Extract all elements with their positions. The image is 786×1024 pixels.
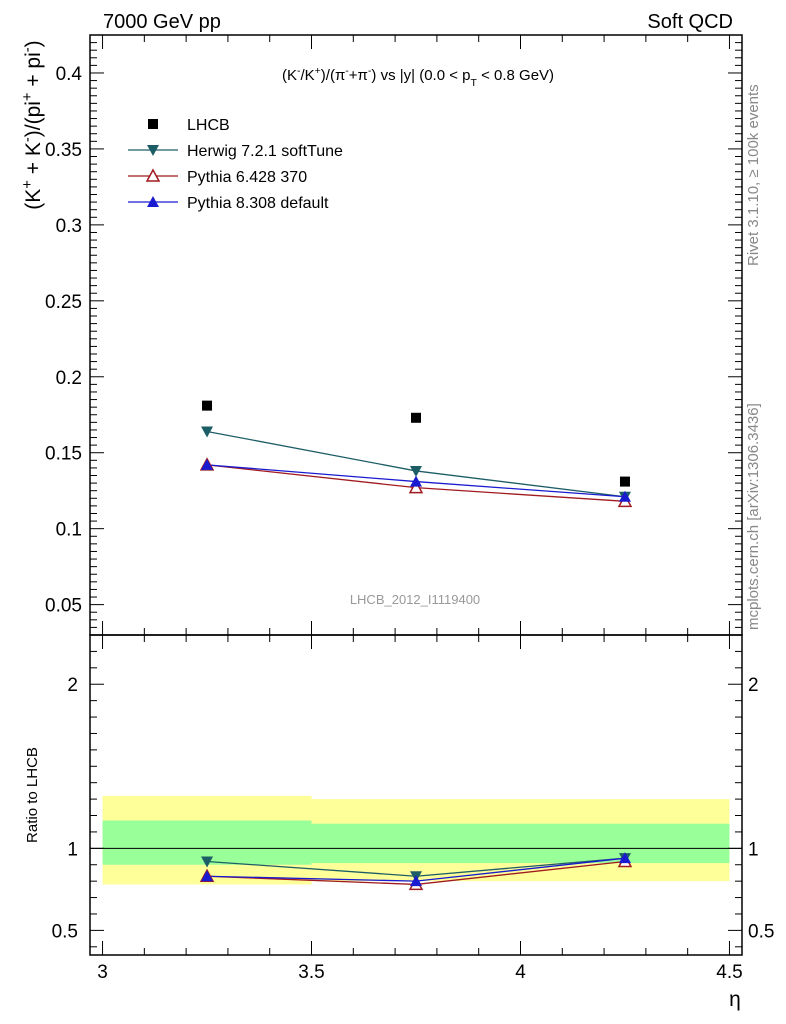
legend-label: LHCB [187,117,230,134]
data-point-pythia-8-308-default [618,490,631,502]
ratio-y-tick-label-right: 0.5 [748,921,774,942]
mcplots-label: mcplots.cern.ch [arXiv:1306.3436] [745,403,762,630]
analysis-id-watermark: LHCB_2012_I1119400 [350,592,480,607]
data-point-lhcb [619,476,630,487]
ratio-y-tick-label-left: 2 [67,675,78,696]
legend-marker [147,196,159,207]
ratio-plot-frame [89,634,743,956]
ratio-y-tick-label-right: 2 [748,675,759,696]
y-tick-label: 0.3 [56,216,82,237]
legend-label: Pythia 6.428 370 [187,169,307,186]
data-point-pythia-6-428-370 [408,480,424,494]
data-point-lhcb [202,400,213,411]
uncertainty-band-green [311,823,521,864]
x-tick-label: 3.5 [298,962,324,983]
ratio-point-pythia-8-308-default [618,852,631,864]
y-axis-label: (K+ + K-)/(pi+ + pi-) [20,40,45,209]
y-tick-label: 0.1 [56,520,82,541]
ratio-point-pythia-8-308-default [410,875,422,887]
ratio-y-axis-label: Ratio to LHCB [24,747,41,843]
data-point-lhcb [411,412,421,423]
ratio-y-tick-label-right: 1 [748,839,759,860]
ratio-y-tick-label-left: 0.5 [52,921,78,942]
legend-label: Pythia 8.308 default [187,195,329,212]
legend-marker [145,168,161,182]
x-tick-label: 3 [97,962,108,983]
legend-marker [148,119,158,129]
ratio-y-tick-label-left: 1 [67,839,78,860]
ratio-point-pythia-8-308-default [201,870,214,882]
legend-label: Herwig 7.2.1 softTune [187,143,343,160]
rivet-version-label: Rivet 3.1.10, ≥ 100k events [745,84,762,266]
x-tick-label: 4 [515,962,526,983]
y-tick-label: 0.2 [56,368,82,389]
data-point-herwig-7-2-1-softtune [410,465,422,477]
x-tick-label: 4.5 [716,962,742,983]
y-tick-label: 0.05 [45,596,82,617]
y-tick-label: 0.4 [56,64,83,85]
data-point-pythia-8-308-default [201,458,214,470]
y-tick-label: 0.15 [45,444,82,465]
header-right-text: Soft QCD [647,11,733,33]
ratio-point-herwig-7-2-1-softtune [201,856,214,868]
x-axis-label: η [729,988,741,1011]
header-left-text: 7000 GeV pp [103,11,221,33]
y-tick-label: 0.35 [45,140,82,161]
y-tick-label: 0.25 [45,292,82,313]
plot-title: (K-/K+)/(π-+π-) vs |y| (0.0 < pT < 0.8 G… [282,65,554,89]
data-point-pythia-8-308-default [410,475,422,487]
data-point-herwig-7-2-1-softtune [201,426,214,438]
legend-marker [147,145,159,156]
